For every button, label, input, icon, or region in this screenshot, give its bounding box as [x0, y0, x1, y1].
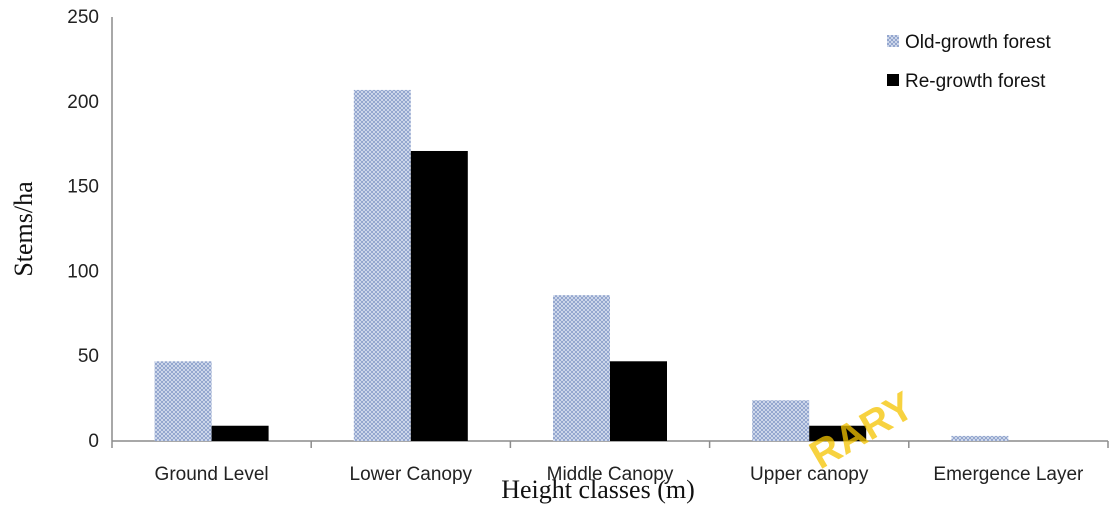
bar-re-growth-0	[211, 425, 269, 441]
legend-label-re-growth: Re-growth forest	[905, 71, 1046, 92]
category-label: Emergence Layer	[933, 464, 1084, 485]
bar-re-growth-3	[809, 425, 867, 441]
y-tick-label: 100	[67, 261, 99, 282]
y-tick-label: 250	[67, 7, 99, 28]
category-label: Upper canopy	[750, 464, 869, 485]
bar-old-growth-1	[353, 89, 411, 441]
legend-label-old-growth: Old-growth forest	[905, 32, 1051, 53]
bars	[154, 89, 1009, 441]
bar-old-growth-3	[752, 400, 810, 441]
bar-old-growth-2	[553, 295, 610, 441]
y-tick-label: 0	[88, 431, 99, 452]
x-tick-marks	[111, 441, 1109, 448]
legend-swatch-old-growth	[887, 35, 899, 47]
bar-old-growth-4	[951, 435, 1009, 441]
x-axis-title: Height classes (m)	[501, 475, 695, 504]
bar-re-growth-1	[410, 150, 468, 441]
y-tick-labels: 0 50 100 150 200 250	[67, 7, 99, 452]
legend: Old-growth forest Re-growth forest	[887, 32, 1051, 92]
bar-re-growth-2	[610, 361, 667, 441]
y-axis-title: Stems/ha	[9, 181, 38, 277]
legend-swatch-re-growth	[887, 74, 899, 86]
category-label: Middle Canopy	[547, 464, 674, 485]
category-label: Lower Canopy	[350, 464, 473, 485]
bar-old-growth-0	[154, 361, 212, 441]
y-tick-label: 200	[67, 92, 99, 113]
y-tick-label: 150	[67, 177, 99, 198]
category-labels: Ground Level Lower Canopy Middle Canopy Upp…	[155, 464, 1084, 485]
category-label: Ground Level	[155, 464, 269, 485]
y-tick-label: 50	[78, 346, 99, 367]
